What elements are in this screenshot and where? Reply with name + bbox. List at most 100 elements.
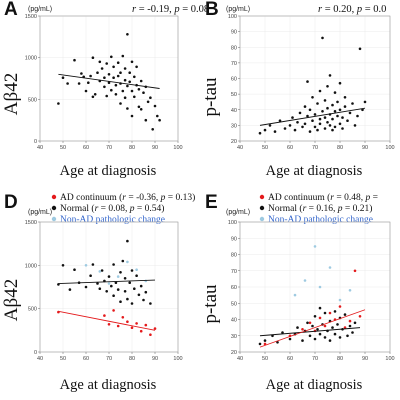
y-unit-label: (pg/mL) (28, 6, 52, 13)
data-point (139, 79, 143, 83)
y-tick-label: 1500 (25, 220, 37, 226)
data-point (123, 78, 127, 82)
data-point (338, 81, 342, 85)
data-point (112, 76, 115, 79)
x-tick-label: 100 (173, 145, 182, 151)
data-point (110, 284, 113, 288)
data-point (288, 337, 292, 341)
x-tick-label: 90 (362, 145, 368, 151)
legend-marker (259, 194, 265, 200)
y-tick-label: 60 (231, 285, 237, 291)
x-tick-label: 90 (362, 356, 368, 362)
y-tick-label: 80 (231, 45, 237, 51)
data-point (103, 314, 106, 317)
data-point (135, 322, 138, 325)
series-1 (57, 239, 152, 305)
y-tick-label: 500 (28, 97, 37, 103)
y-unit-label: (pg/mL) (226, 6, 250, 13)
data-point (258, 131, 262, 135)
correlation-stat: r = 0.20, p = 0.0 (318, 4, 386, 15)
data-point (114, 281, 118, 285)
data-point (116, 288, 120, 291)
data-point (331, 128, 334, 132)
series-1 (258, 306, 357, 346)
data-point (291, 116, 294, 119)
data-point (121, 259, 125, 263)
legend-marker (51, 194, 57, 200)
data-point (308, 108, 312, 112)
data-point (139, 284, 143, 288)
data-point (276, 341, 279, 344)
data-point (363, 100, 367, 104)
data-point (130, 269, 134, 272)
data-point (133, 75, 136, 79)
data-point (80, 72, 83, 75)
data-point (116, 74, 120, 78)
x-tick-label: 50 (262, 356, 268, 362)
data-point (298, 111, 302, 115)
data-point (130, 302, 134, 305)
data-point (133, 287, 136, 291)
data-point (258, 342, 262, 346)
x-tick-label: 100 (385, 145, 394, 151)
data-point (328, 266, 332, 269)
legend-entry: Non-AD pathologic change (60, 215, 165, 225)
data-point (158, 118, 161, 122)
data-point (343, 326, 347, 329)
legend-marker (259, 205, 265, 211)
data-point (66, 82, 69, 85)
data-point (135, 65, 138, 69)
data-point (316, 102, 319, 105)
legend-entry: AD continuum (r = 0.48, p = (268, 192, 378, 203)
y-tick-label: 0 (34, 139, 37, 145)
data-point (128, 281, 131, 285)
y-tick-label: 0 (34, 350, 37, 356)
data-point (105, 290, 108, 293)
data-point (112, 294, 115, 298)
data-point (89, 274, 92, 278)
series-0 (263, 269, 362, 346)
data-point (139, 108, 143, 111)
data-point (89, 74, 92, 78)
x-tick-label: 90 (152, 356, 158, 362)
data-point (77, 82, 81, 85)
x-tick-label: 60 (287, 145, 293, 151)
series-0 (57, 309, 157, 337)
data-point (142, 298, 145, 302)
panel-letter: B (205, 0, 219, 20)
data-point (110, 88, 113, 92)
data-point (130, 114, 134, 118)
y-tick-label: 1000 (25, 263, 37, 269)
data-point (153, 327, 157, 330)
x-tick-label: 50 (60, 356, 66, 362)
x-tick-label: 40 (37, 145, 43, 151)
data-point (126, 107, 129, 110)
data-point (328, 311, 332, 315)
data-point (263, 339, 267, 342)
data-point (318, 117, 322, 121)
data-point (151, 128, 154, 131)
data-point (103, 85, 106, 89)
regression-line (259, 309, 366, 348)
y-tick-label: 20 (231, 350, 237, 356)
data-point (96, 71, 99, 74)
x-tick-label: 60 (287, 356, 293, 362)
data-point (303, 279, 307, 282)
data-point (293, 128, 297, 132)
x-axis-label: Age at diagnosis (266, 377, 363, 393)
data-point (338, 298, 342, 302)
data-point (268, 124, 272, 127)
x-axis-label: Age at diagnosis (266, 163, 363, 179)
data-point (318, 306, 322, 310)
data-point (333, 125, 337, 129)
data-point (91, 263, 95, 266)
data-point (333, 91, 337, 94)
data-point (336, 323, 339, 326)
data-point (84, 285, 88, 289)
panel-letter: D (4, 192, 18, 213)
data-point (313, 245, 317, 248)
data-point (318, 285, 322, 289)
regression-line (58, 310, 156, 331)
data-point (126, 84, 129, 88)
